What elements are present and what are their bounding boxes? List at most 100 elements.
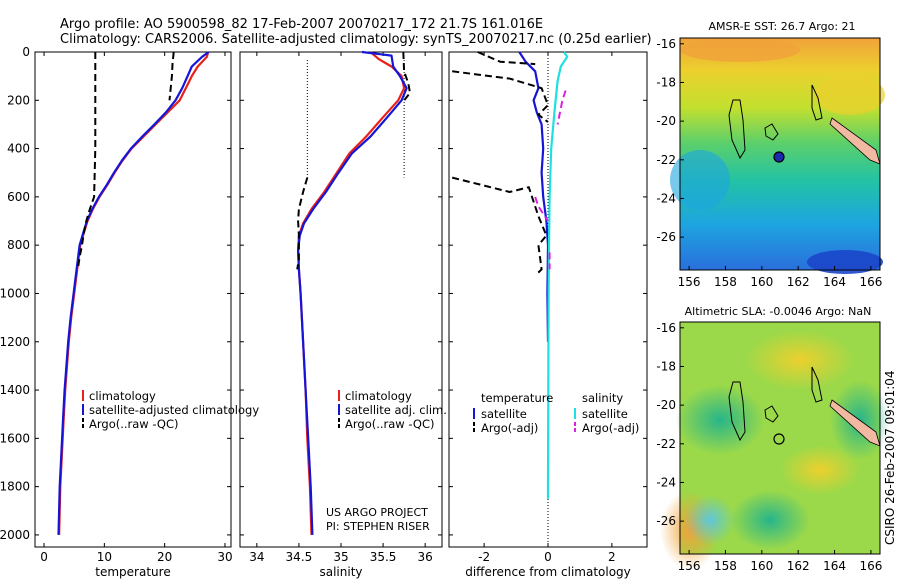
legend-title: salinity (582, 391, 623, 405)
x-tick-label: 34.5 (286, 550, 313, 564)
pi-annotation: US ARGO PROJECT (326, 506, 428, 519)
y-tick-label: 1600 (0, 431, 30, 445)
map-y-tick-label: -24 (656, 475, 676, 489)
legend-title: temperature (481, 391, 553, 405)
map-x-tick-label: 164 (823, 559, 846, 573)
map-y-tick-label: -24 (656, 191, 676, 205)
y-tick-label: 600 (7, 190, 30, 204)
map-y-tick-label: -26 (656, 230, 676, 244)
y-tick-label: 1400 (0, 383, 30, 397)
series-line-climatology (297, 51, 406, 535)
map-y-tick-label: -22 (656, 437, 676, 451)
map-x-tick-label: 166 (859, 559, 882, 573)
series-line-argo-raw-qc- (402, 51, 411, 101)
map-x-tick-label: 164 (823, 275, 846, 289)
x-tick-label: 0 (40, 550, 48, 564)
legend-label: Argo(-adj) (582, 421, 639, 435)
y-tick-label: 400 (7, 142, 30, 156)
series-line-salinity-argo-adj- (556, 90, 567, 125)
island-outline (764, 405, 779, 423)
series-line-salinity-argo-adj- (534, 196, 549, 222)
island-outline (811, 366, 823, 403)
map-y-tick-label: -16 (656, 321, 676, 335)
map-x-tick-label: 158 (714, 559, 737, 573)
sla-low-patch (730, 490, 810, 550)
pi-annotation: PI: STEPHEN RISER (326, 520, 430, 533)
series-line-argo-raw-qc- (168, 51, 175, 101)
map-x-tick-label: 162 (787, 559, 810, 573)
series-line-satellite-adjusted-climatology (57, 51, 210, 535)
y-tick-label: 1200 (0, 335, 30, 349)
map-y-tick-label: -20 (656, 114, 676, 128)
map-x-tick-label: 160 (750, 275, 773, 289)
legend-label: climatology (89, 389, 156, 403)
sst-warm-patch (680, 38, 800, 62)
legend-label: climatology (345, 389, 412, 403)
map-y-tick-label: -16 (656, 37, 676, 51)
map-y-tick-label: -18 (656, 75, 676, 89)
series-line-temperature-satellite (518, 51, 550, 342)
y-tick-label: 0 (22, 45, 30, 59)
map-y-tick-label: -22 (656, 153, 676, 167)
sst-map-title: AMSR-E SST: 26.7 Argo: 21 (708, 20, 855, 33)
legend-label: Argo(..raw -QC) (345, 417, 435, 431)
series-line-salinity-satellite (546, 51, 569, 499)
map-y-tick-label: -20 (656, 398, 676, 412)
sla-high-patch (780, 445, 860, 495)
series-line-temperature-argo-adj- (452, 70, 549, 123)
y-tick-label: 1800 (0, 480, 30, 494)
difference-xlabel: difference from climatology (465, 565, 631, 579)
x-tick-label: 35.5 (370, 550, 397, 564)
map-x-tick-label: 162 (787, 275, 810, 289)
x-tick-label: 0 (544, 550, 552, 564)
map-x-tick-label: 158 (714, 275, 737, 289)
argo-float-marker (773, 433, 785, 445)
x-tick-label: 34 (249, 550, 264, 564)
y-tick-label: 800 (7, 238, 30, 252)
vanuatu-landmass (829, 399, 881, 447)
series-line-temperature-argo-adj- (451, 176, 548, 275)
sst-cool-patch (670, 150, 730, 210)
salinity-axes-frame (239, 51, 443, 548)
argo-float-marker (773, 151, 785, 163)
sla-low-patch (675, 385, 765, 455)
side-stamp: CSIRO 26-Feb-2007 09:01:04 (883, 370, 897, 545)
x-tick-label: 10 (97, 550, 112, 564)
sla-map-title: Altimetric SLA: -0.0046 Argo: NaN (685, 305, 872, 318)
island-outline (764, 123, 779, 141)
island-outline (811, 84, 823, 121)
sla-high-patch (745, 330, 855, 390)
x-tick-label: 20 (157, 550, 172, 564)
series-line-satellite-adj-clim- (297, 50, 408, 535)
header-line1: Argo profile: AO 5900598_82 17-Feb-2007 … (60, 17, 543, 32)
map-y-tick-label: -18 (656, 359, 676, 373)
temperature-panel: 0 200 400 600 800 1000 1200 1400 1600 1800 2000 0 10… (0, 45, 259, 579)
salinity-xlabel: salinity (319, 565, 362, 579)
series-line-climatology (58, 51, 210, 535)
legend-label: Argo(-adj) (481, 421, 538, 435)
x-tick-label: -2 (478, 550, 490, 564)
x-tick-label: 35 (333, 550, 348, 564)
y-tick-label: 1000 (0, 286, 30, 300)
series-line-argo-raw-qc- (76, 52, 97, 270)
y-tick-label: 2000 (0, 528, 30, 542)
map-y-tick-label: -26 (656, 514, 676, 528)
x-tick-label: 30 (217, 550, 232, 564)
y-tick-label: 200 (7, 93, 30, 107)
x-tick-label: 2 (608, 550, 616, 564)
legend-label: satellite adj. clim. (345, 403, 447, 417)
series-line-argo-raw-qc- (296, 177, 309, 270)
sla-map (660, 321, 890, 570)
map-x-tick-label: 156 (678, 559, 701, 573)
sst-warm-patch (815, 75, 885, 115)
legend-label: satellite (481, 407, 527, 421)
series-line-temperature-argo-adj- (477, 51, 536, 66)
sst-map (670, 37, 885, 274)
sst-frame (679, 37, 881, 271)
legend-label: satellite-adjusted climatology (89, 403, 259, 417)
sla-low-patch (684, 495, 736, 545)
new-caledonia-outline (728, 99, 746, 160)
sla-frame (679, 321, 881, 555)
legend-label: satellite (582, 407, 628, 421)
